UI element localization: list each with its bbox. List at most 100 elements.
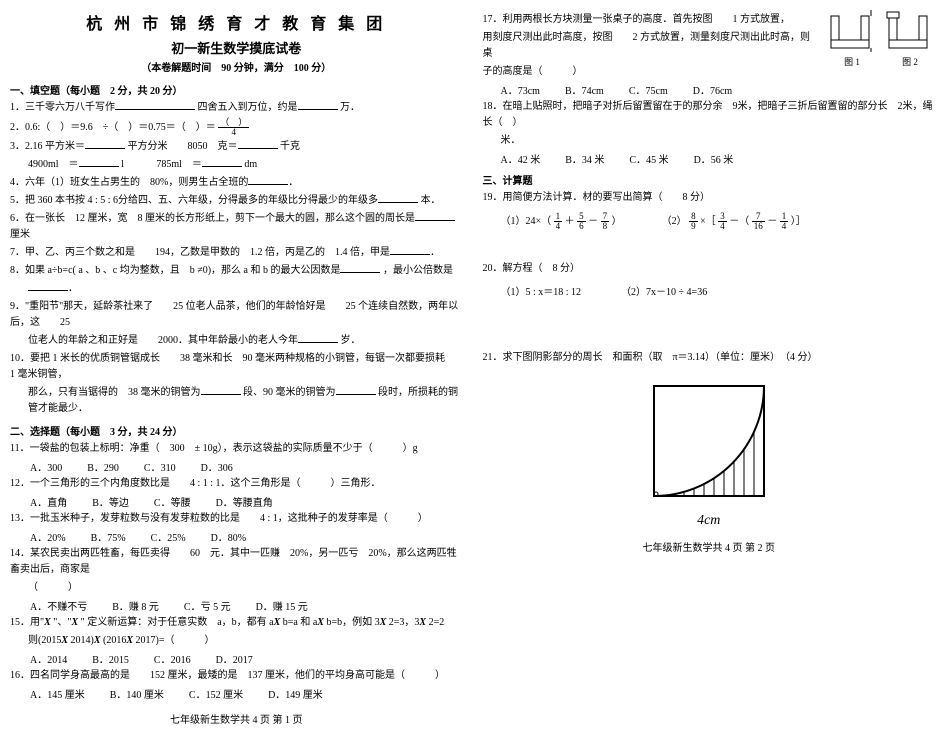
opt-b: B．等边 [92,494,129,509]
calc-1: （1）24×（ 14 ＋ 56 － 78 ） [501,212,622,231]
c2a: （2） [662,216,687,227]
q13: 13．一批玉米种子，发芽粒数与没有发芽粒数的比是 4 : 1，这批种子的发芽率是… [10,511,463,527]
opt-c: C．75cm [629,82,668,97]
q10-text-c: 段、90 毫米的铜管为 [243,387,336,398]
q15-i: 2014) [71,635,94,646]
fig-label-2: 图 2 [885,55,935,68]
ushape-icon [885,10,935,52]
q6-text-b: 厘米 [10,229,30,240]
q3: 3．2.16 平方米＝ 平方分米 8050 克＝ 千克 [10,139,463,155]
q9: 9．"重阳节"那天，延龄茶社来了 25 位老人品茶，他们的年龄恰好是 25 个连… [10,299,463,331]
q6-text-a: 6．在一张长 12 厘米，宽 8 厘米的长方形纸上，剪下一个最大的圆，那么这个圆… [10,213,415,224]
opt-c: C．25% [151,529,186,544]
q19: 19．用简便方法计算．材的要写出简算（ 8 分） [483,190,936,206]
q3-line2: 4900ml ＝ l 785ml ＝ dm [28,157,463,173]
q1: 1．三千零六万八千写作 四舍五入到万位，约是 万． [10,100,463,116]
q3-text-b: 平方分米 8050 克＝ [128,141,238,152]
q17-b: 用刻度尺测出此时高度，按图 2 方式放置，测量刻度尺测出此时高，则桌 [483,30,818,62]
opt-a: A．不赚不亏 [30,598,87,613]
q9-text-b: 位老人的年龄之和正好是 2000．其中年龄最小的老人今年 [28,335,298,346]
q3-text-e: l [121,159,124,170]
q2-text-a: 2．0.6:（ ）＝9.6 ÷（ ）＝0.75＝（ ）＝ [10,122,216,133]
opt-a: A．42 米 [501,151,541,166]
q15-c: " 定义新运算：对于任意实数 a，b，都有 a [81,617,274,628]
q21: 21．求下图阴影部分的周长 和面积（取 π＝3.14）（单位：厘米） （4 分） [483,350,936,366]
q14-opts: A．不赚不亏 B．赚 8 元 C．亏 5 元 D．赚 15 元 [30,598,463,613]
frac-den: 6 [577,222,586,231]
blank [202,157,242,167]
fraction: 89 [689,212,698,231]
footer-right: 七年级新生数学共 4 页 第 2 页 [483,539,936,554]
blank [298,333,338,343]
q14-text: 14．某农民卖出两匹牲畜，每匹卖得 60 元．其中一匹赚 20%，另一匹亏 20… [10,548,457,575]
fig-label-1: 图 1 [827,55,877,68]
opt-a: A．145 厘米 [30,686,85,701]
q10-text-b: 那么，只有当锯得的 38 毫米的铜管为 [28,387,201,398]
q12: 12．一个三角形的三个内角度数比是 4 : 1 : 1．这个三角形是（ ）三角形… [10,476,463,492]
opt-d: D．等腰直角 [216,494,273,509]
fig-label-4cm: 4cm [483,513,936,529]
q6: 6．在一张长 12 厘米，宽 8 厘米的长方形纸上，剪下一个最大的圆，那么这个圆… [10,211,463,243]
fraction: 14 [780,212,789,231]
q15-h: 则(2015 [28,635,61,646]
q17-opts: A．73cm B．74cm C．75cm D．76cm [501,82,936,97]
q13-text: 13．一批玉米种子，发芽粒数与没有发芽粒数的比是 4 : 1，这批种子的发芽率是… [10,513,428,524]
q15-f: 2=3，3 [389,617,420,628]
q16-text: 16．四名同学身高最高的是 152 厘米，最矮的是 137 厘米，他们的平均身高… [10,670,445,681]
opt-c: C．2016 [154,651,191,666]
blank [201,385,241,395]
q14: 14．某农民卖出两匹牲畜，每匹卖得 60 元．其中一匹赚 20%，另一匹亏 20… [10,546,463,578]
fraction: （ ）4 [218,118,249,137]
opt-b: B．75% [91,529,126,544]
q18-b: 米． [501,133,936,149]
frac-den: 4 [554,222,563,231]
q11-text: 11．一袋盐的包装上标明：净重（ 300 ± 10g），表示这袋盐的实际质量不少… [10,443,418,454]
opt-c: C．亏 5 元 [184,598,231,613]
q5-text-b: 本． [421,195,441,206]
blank [248,175,288,185]
q3-text-f: 785ml ＝ [156,159,202,170]
opt-c: C．等腰 [154,494,191,509]
blank [79,157,119,167]
q20: 20．解方程（ 8 分） [483,261,936,277]
q18-a: 18．在暗上贴照时，把暗子对折后留置留在于的那分余 9米，把暗子三折后留置留的部… [483,99,936,131]
q14-paren: （ ） [28,580,463,596]
eq-2: （2）7x－10 ÷ 4=36 [621,283,707,298]
opt-d: D．306 [201,459,233,474]
q1-text-c: 万． [340,102,360,113]
title-note: （本卷解题时间 90 分钟，满分 100 分） [10,59,463,74]
q1-text-b: 四舍五入到万位，约是 [198,102,298,113]
q3-text-a: 3．2.16 平方米＝ [10,141,85,152]
title-sub: 初一新生数学摸底试卷 [10,38,463,57]
q5-text-a: 5．把 360 本书按 4 : 5 : 6分给四、五、六年级，分得最多的年级比分… [10,195,378,206]
opt-a: A．73cm [501,82,540,97]
q15-e: b=b，例如 3 [326,617,379,628]
opt-b: B．140 厘米 [110,686,164,701]
figure-1: 图 1 [827,10,877,68]
blank [336,385,376,395]
c2e: ）］ [791,216,806,227]
q17-c: 子的高度是（ ） [483,64,818,80]
ushape-icon [827,10,877,52]
opt-a: A．直角 [30,494,67,509]
opt-d: D．80% [211,529,247,544]
q7: 7．甲、乙、丙三个数之和是 194，乙数是甲数的 1.2 倍，丙是乙的 1.4 … [10,245,463,261]
q15-j: (2016 [103,635,126,646]
c2b: ×［ [700,216,716,227]
q10-line2: 那么，只有当锯得的 38 毫米的铜管为 段、90 毫米的铜管为 段时，所损耗的铜… [28,385,463,417]
q15-k: 2017)=（ ） [136,635,215,646]
q11-opts: A．300 B．290 C．310 D．306 [30,459,463,474]
blank [85,139,125,149]
opt-a: A．2014 [30,651,67,666]
blank [340,263,380,273]
c2c: －（ [729,216,749,227]
q15-d: b=a 和 a [283,617,318,628]
q15: 15．用"X "、"X " 定义新运算：对于任意实数 a，b，都有 aX b=a… [10,615,463,631]
frac-den: 4 [780,222,789,231]
blank [298,100,338,110]
q12-text: 12．一个三角形的三个内角度数比是 4 : 1 : 1．这个三角形是（ ）三角形… [10,478,381,489]
q15-opts: A．2014 B．2015 C．2016 D．2017 [30,651,463,666]
calc-2: （2） 89 ×［ 34 －（ 716 － 14 ）］ [662,212,806,231]
c1a: （1）24×（ [501,216,552,227]
q1-text-a: 1．三千零六万八千写作 [10,102,115,113]
